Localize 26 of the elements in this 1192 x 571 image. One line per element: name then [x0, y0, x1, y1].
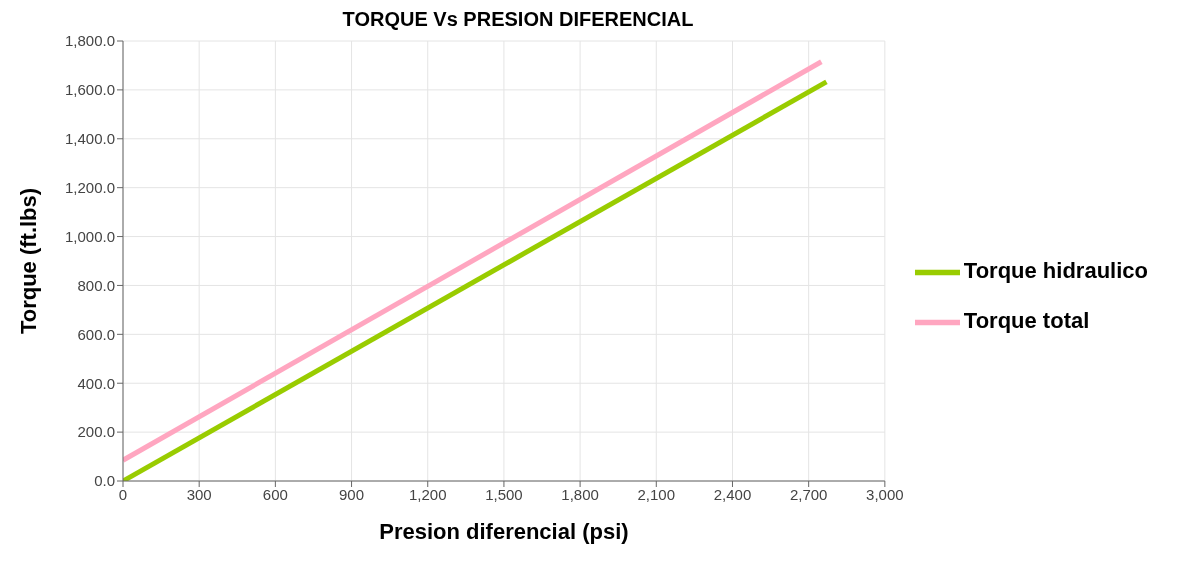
x-tick-label: 1,500 — [485, 485, 523, 503]
y-axis-title: Torque (ft.lbs) — [15, 187, 41, 335]
chart-title: TORQUE Vs PRESION DIFERENCIAL — [341, 8, 695, 31]
x-tick-label: 1,800 — [561, 485, 599, 503]
y-tick-label: 1,800.0 — [64, 32, 115, 50]
y-tick-label: 1,000.0 — [64, 227, 115, 245]
x-tick-label: 3,000 — [866, 485, 904, 503]
y-tick-label: 400.0 — [77, 374, 115, 392]
x-tick-label: 2,100 — [637, 485, 676, 503]
x-tick-label: 2,700 — [789, 485, 828, 503]
y-tick-label: 600.0 — [77, 325, 115, 343]
y-tick-label: 200.0 — [77, 423, 115, 441]
y-tick-label: 1,400.0 — [64, 130, 115, 148]
legend-label: Torque hidraulico — [963, 258, 1148, 283]
y-tick-label: 800.0 — [77, 276, 115, 294]
x-tick-label: 600 — [262, 485, 288, 503]
x-tick-label: 300 — [186, 485, 212, 503]
x-axis-title: Presion diferencial (psi) — [379, 519, 629, 544]
x-tick-label: 900 — [339, 485, 365, 503]
x-tick-label: 1,200 — [408, 485, 447, 503]
x-tick-label: 2,400 — [713, 485, 752, 503]
y-tick-label: 1,600.0 — [64, 81, 115, 99]
x-tick-label: 0 — [118, 485, 128, 503]
legend-label: Torque total — [963, 308, 1090, 333]
y-tick-label: 1,200.0 — [64, 178, 115, 196]
y-tick-label: 0.0 — [94, 472, 115, 490]
